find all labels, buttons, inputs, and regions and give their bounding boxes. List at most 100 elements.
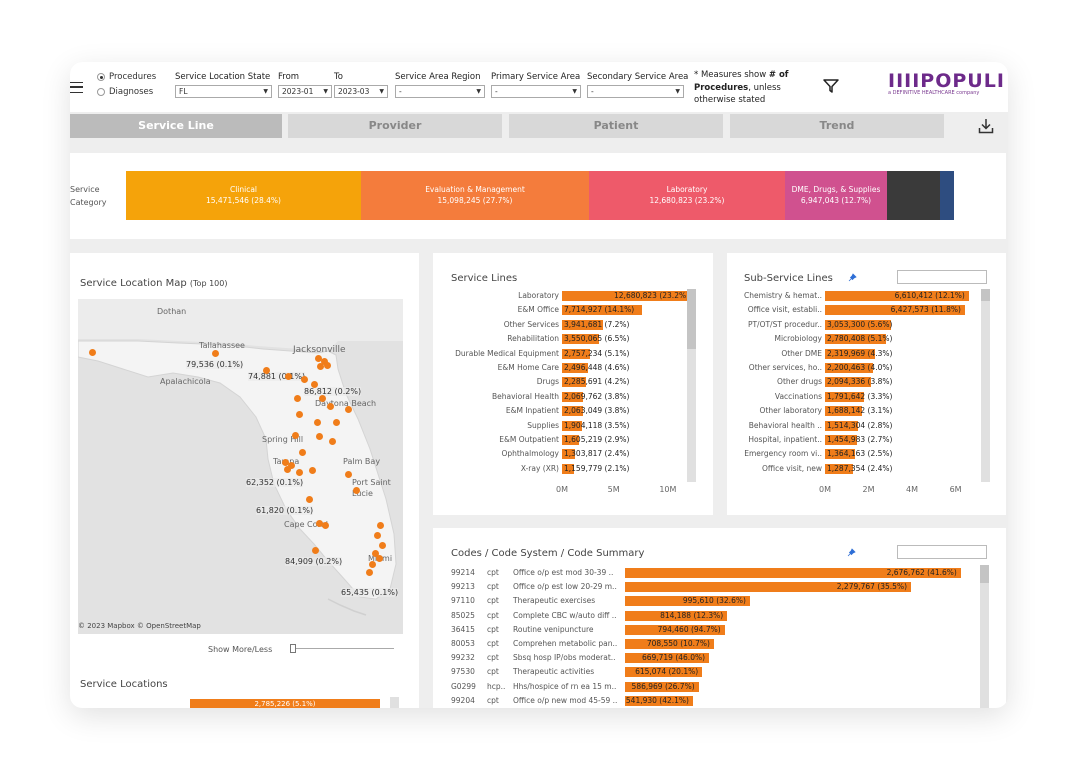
tab-service-line[interactable]: Service Line (70, 114, 282, 138)
filter-funnel-icon[interactable] (823, 79, 839, 93)
radio-procedures[interactable]: Procedures (97, 72, 156, 82)
tab-patient[interactable]: Patient (509, 114, 723, 138)
bar[interactable] (562, 406, 584, 417)
map-point[interactable] (321, 358, 328, 365)
bar[interactable] (825, 377, 871, 388)
region-filter-select[interactable]: - ▼ (395, 85, 485, 98)
map-point[interactable] (294, 395, 301, 402)
map-point[interactable] (377, 522, 384, 529)
map-point[interactable] (282, 459, 289, 466)
bar[interactable] (825, 463, 854, 474)
map-point[interactable] (263, 367, 270, 374)
bar[interactable] (825, 291, 969, 301)
from-filter-select[interactable]: 2023-01 ▼ (278, 85, 332, 98)
bar[interactable] (562, 449, 576, 460)
service-locations-bar[interactable]: 2,785,226 (5.1%) (190, 699, 380, 708)
scroll-thumb[interactable] (980, 565, 989, 583)
bar[interactable] (825, 391, 864, 402)
code-bar[interactable] (625, 624, 725, 635)
map-point[interactable] (319, 395, 326, 402)
map-point[interactable] (312, 547, 319, 554)
bar[interactable] (562, 348, 591, 359)
map-point[interactable] (379, 542, 386, 549)
slider-handle[interactable] (290, 644, 296, 653)
secondary-area-filter-select[interactable]: - ▼ (587, 85, 684, 98)
category-segment-clinical[interactable]: Clinical 15,471,546 (28.4%) (126, 171, 361, 220)
code-bar[interactable] (625, 596, 750, 607)
category-segment-laboratory[interactable]: Laboratory 12,680,823 (23.2%) (589, 171, 785, 220)
bar[interactable] (562, 363, 588, 373)
map-point[interactable] (333, 419, 340, 426)
map-point[interactable] (369, 561, 376, 568)
map-point[interactable] (296, 469, 303, 476)
code-bar[interactable] (625, 695, 693, 706)
map-point[interactable] (314, 419, 321, 426)
map-point[interactable] (322, 522, 329, 529)
map-point[interactable] (284, 466, 291, 473)
map-point[interactable] (285, 373, 292, 380)
bar[interactable] (562, 391, 584, 402)
service-lines-scrollbar[interactable] (687, 289, 696, 482)
map-point[interactable] (299, 449, 306, 456)
pin-icon[interactable] (848, 273, 857, 282)
code-bar[interactable] (625, 653, 710, 664)
code-bar[interactable] (625, 610, 728, 621)
menu-icon[interactable] (70, 82, 83, 93)
bar[interactable] (825, 435, 857, 445)
codes-scrollbar[interactable] (980, 565, 989, 708)
map-point[interactable] (317, 363, 324, 370)
scroll-thumb[interactable] (981, 289, 990, 301)
show-more-slider[interactable] (290, 644, 400, 653)
map-point[interactable] (212, 350, 219, 357)
codes-search-input[interactable] (897, 545, 987, 559)
code-bar[interactable] (625, 681, 699, 692)
to-filter-select[interactable]: 2023-03 ▼ (334, 85, 388, 98)
code-bar[interactable] (625, 667, 703, 678)
category-segment-dme[interactable]: DME, Drugs, & Supplies 6,947,043 (12.7%) (785, 171, 887, 220)
map-point[interactable] (329, 438, 336, 445)
sub-service-search-input[interactable] (897, 270, 987, 284)
bar[interactable] (825, 406, 862, 417)
bar[interactable] (825, 319, 892, 330)
map-point[interactable] (376, 555, 383, 562)
scroll-thumb[interactable] (687, 289, 696, 349)
category-segment-other[interactable] (887, 171, 940, 220)
map-point[interactable] (324, 362, 331, 369)
map-point[interactable] (288, 462, 295, 469)
bar[interactable] (562, 435, 579, 445)
code-bar[interactable] (625, 639, 714, 649)
map-point[interactable] (89, 349, 96, 356)
state-filter-select[interactable]: FL ▼ (175, 85, 272, 98)
category-segment-em[interactable]: Evaluation & Management 15,098,245 (27.7%… (361, 171, 589, 220)
map-point[interactable] (309, 467, 316, 474)
map-point[interactable] (316, 433, 323, 440)
map-point[interactable] (374, 532, 381, 539)
tab-trend[interactable]: Trend (730, 114, 944, 138)
code-bar[interactable] (625, 582, 911, 593)
map-point[interactable] (327, 403, 334, 410)
bar[interactable] (562, 305, 642, 316)
map-point[interactable] (345, 406, 352, 413)
download-icon[interactable] (978, 118, 994, 134)
bar[interactable] (825, 420, 858, 431)
bar[interactable] (825, 449, 855, 460)
bar[interactable] (562, 463, 574, 474)
florida-map[interactable]: Dothan Tallahassee Jacksonville Apalachi… (78, 299, 403, 634)
radio-diagnoses[interactable]: Diagnoses (97, 87, 153, 97)
bar[interactable] (825, 334, 886, 345)
map-point[interactable] (306, 496, 313, 503)
map-point[interactable] (311, 381, 318, 388)
map-point[interactable] (345, 471, 352, 478)
map-point[interactable] (296, 411, 303, 418)
map-point[interactable] (353, 487, 360, 494)
service-locations-scrollbar[interactable] (390, 697, 399, 708)
bar[interactable] (562, 291, 694, 301)
map-point[interactable] (316, 520, 323, 527)
bar[interactable] (825, 363, 873, 373)
map-point[interactable] (292, 432, 299, 439)
bar[interactable] (562, 377, 586, 388)
bar[interactable] (562, 319, 603, 330)
map-point[interactable] (366, 569, 373, 576)
bar[interactable] (562, 334, 599, 345)
bar[interactable] (825, 348, 876, 359)
